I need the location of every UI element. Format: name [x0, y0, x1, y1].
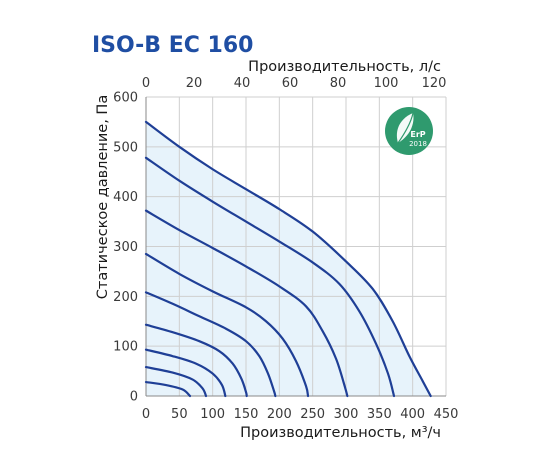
- x2-tick-label: 0: [142, 76, 150, 91]
- x-tick-label: 100: [200, 407, 225, 422]
- operating-envelope: [146, 121, 431, 397]
- performance-curve-2: [144, 156, 396, 398]
- y-tick-label: 100: [113, 340, 138, 355]
- y-axis-label: Статическое давление, Па: [95, 95, 111, 299]
- performance-curve-5: [144, 291, 277, 398]
- badge-label: ErP: [410, 130, 425, 139]
- y-tick-label: 300: [113, 240, 138, 255]
- x-tick-label: 450: [434, 407, 459, 422]
- x-tick-label: 200: [267, 407, 292, 422]
- y-tick-label: 200: [113, 290, 138, 305]
- erp-2018-badge: ErP 2018: [385, 107, 433, 155]
- y-tick-label: 0: [130, 390, 138, 405]
- performance-curve-7: [144, 348, 227, 398]
- leaf-vein-icon: [397, 112, 414, 144]
- bottom-axis-label: Производительность, м³/ч: [240, 425, 441, 441]
- x2-tick-label: 120: [422, 76, 447, 91]
- performance-curve-8: [144, 365, 208, 398]
- performance-curve-4: [144, 252, 310, 398]
- x-tick-label: 300: [334, 407, 359, 422]
- x2-tick-label: 20: [186, 76, 203, 91]
- x2-tick-label: 60: [282, 76, 299, 91]
- performance-curve-1: [144, 120, 432, 398]
- top-axis-label: Производительность, л/с: [248, 59, 441, 75]
- y-tick-label: 400: [113, 190, 138, 205]
- x-tick-label: 400: [400, 407, 425, 422]
- y-tick-label: 500: [113, 140, 138, 155]
- performance-curve-3: [144, 209, 349, 398]
- x-tick-label: 0: [142, 407, 150, 422]
- grid: [145, 96, 447, 397]
- performance-curve-6: [144, 323, 248, 398]
- envelope-area: [146, 121, 431, 397]
- x-tick-label: 50: [171, 407, 188, 422]
- performance-curves: [144, 120, 432, 398]
- x2-tick-label: 100: [374, 76, 399, 91]
- x2-tick-label: 80: [330, 76, 347, 91]
- badge-year: 2018: [409, 140, 427, 148]
- x2-tick-label: 40: [234, 76, 251, 91]
- x-tick-label: 150: [234, 407, 259, 422]
- y-tick-label: 600: [113, 91, 138, 106]
- tick-labels: 0 50 100 150 200 250 300 350 400 450 0 20 40 60 80 100 1…: [113, 76, 458, 422]
- x-tick-label: 250: [300, 407, 325, 422]
- x-tick-label: 350: [367, 407, 392, 422]
- leaf-icon: [396, 113, 414, 143]
- chart-title: ISO-B EC 160: [92, 33, 253, 58]
- performance-curve-9: [144, 380, 192, 398]
